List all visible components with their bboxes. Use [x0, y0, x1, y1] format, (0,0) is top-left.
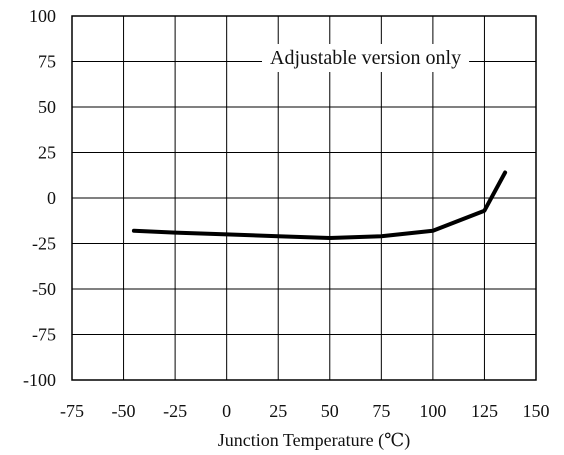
x-tick-label: 0 — [222, 401, 231, 421]
plot-frame — [71, 15, 537, 381]
y-tick-label: -50 — [32, 279, 56, 299]
annotation-background — [262, 44, 470, 72]
chart-annotation: Adjustable version only — [270, 47, 461, 69]
y-tick-labels: -100 -75 -50 -25 0 25 50 75 100 — [23, 6, 56, 390]
y-tick-label: -25 — [32, 234, 56, 254]
data-point — [483, 210, 485, 212]
y-tick-label: 50 — [38, 97, 56, 117]
x-tick-label: 75 — [372, 401, 390, 421]
data-point — [174, 232, 176, 234]
y-tick-label: 100 — [29, 6, 56, 26]
data-point — [133, 230, 135, 232]
x-tick-label: 50 — [321, 401, 339, 421]
x-tick-label: 125 — [471, 401, 498, 421]
x-tick-label: -75 — [60, 401, 84, 421]
x-tick-label: 150 — [523, 401, 550, 421]
data-point — [504, 172, 506, 173]
data-point — [226, 233, 228, 235]
y-tick-label: -100 — [23, 370, 56, 390]
series-layer — [131, 170, 508, 240]
x-tick-labels: -75 -50 -25 0 25 50 75 100 125 150 — [60, 401, 550, 421]
y-tick-label: 25 — [38, 143, 56, 163]
data-point — [432, 230, 434, 232]
x-tick-label: -25 — [163, 401, 187, 421]
y-tick-label: 0 — [47, 188, 56, 208]
x-tick-label: 25 — [269, 401, 287, 421]
y-tick-label: -75 — [32, 325, 56, 345]
x-tick-label: 100 — [419, 401, 446, 421]
data-point — [329, 237, 331, 239]
y-tick-label: 75 — [38, 52, 56, 72]
data-point — [380, 235, 382, 237]
x-tick-label: -50 — [112, 401, 136, 421]
data-point — [277, 235, 279, 237]
x-axis-title: Junction Temperature (℃) — [218, 430, 410, 451]
